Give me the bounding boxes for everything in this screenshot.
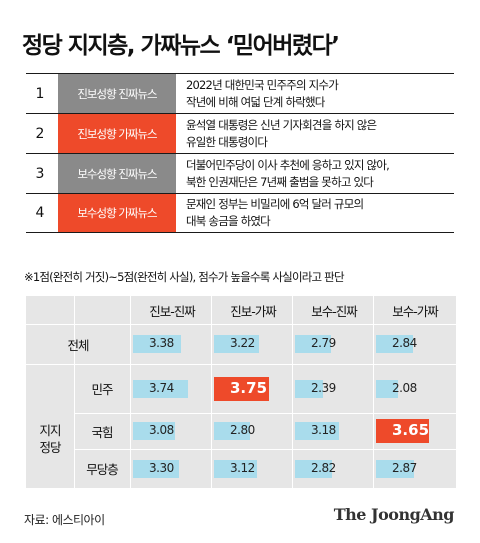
value-label: 2.39 [311, 380, 336, 395]
news-statement-line: 더불어민주당이 이사 추천에 응하고 있지 않아, [186, 157, 390, 172]
news-item: 4 보수성향 가짜뉴스 문재인 정부는 비밀리에 6억 달러 규모의 대북 송금을 하… [26, 193, 454, 233]
value-bar [133, 379, 189, 398]
news-tag-label: 보수성향 가짜뉴스 [58, 194, 176, 232]
value-label: 2.80 [230, 423, 255, 437]
row-divider [74, 449, 456, 450]
row-label: 전체 [67, 337, 89, 353]
news-statement-line: 문재인 정부는 비밀리에 6억 달러 규모의 [186, 197, 364, 211]
row-divider [74, 413, 456, 414]
value-bar [133, 422, 175, 440]
news-statement-line: 2022년 대한민국 민주주의 지수가 [186, 77, 339, 92]
chart-title: 정당 지지층, 가짜뉴스 ‘믿어버렸다’ [22, 33, 340, 59]
row-label: 국힘 [91, 424, 113, 440]
value-bar [295, 422, 339, 440]
news-statement-line: 북한 인권재단은 7년째 출범을 못하고 있다 [186, 174, 374, 189]
value-bar-highlight [376, 419, 430, 443]
column-divider [373, 296, 374, 488]
row-divider [26, 324, 456, 325]
value-bar [214, 335, 259, 353]
value-bar [214, 422, 251, 440]
brand-logo: The JoongAng [333, 505, 455, 524]
value-label: 3.30 [149, 460, 174, 475]
column-divider [130, 296, 131, 488]
news-number: 4 [35, 205, 45, 221]
value-bar [295, 379, 324, 398]
news-item: 2 진보성향 가짜뉴스 윤석열 대통령은 신년 기자회견을 하지 않은 유일한 대통령… [26, 113, 454, 153]
column-header: 보수-가짜 [392, 303, 439, 319]
value-label: 2.08 [392, 380, 417, 395]
value-label: 3.22 [230, 336, 255, 350]
value-label: 3.74 [149, 380, 174, 395]
news-statement-line: 유일한 대통령이다 [186, 134, 268, 149]
scale-note: ※1점(완전히 거짓)~5점(완전히 사실), 점수가 높을수록 사실이라고 판… [24, 270, 345, 284]
value-label: 3.08 [149, 423, 174, 437]
value-label: 2.79 [311, 336, 336, 350]
value-label: 2.84 [392, 336, 417, 350]
group-label-party: 지지 정당 [39, 423, 61, 455]
value-bar-highlight [214, 376, 270, 401]
column-divider [74, 296, 75, 488]
news-number: 3 [35, 165, 45, 182]
column-header: 진보-진짜 [149, 303, 196, 319]
value-label: 3.38 [149, 336, 174, 350]
value-bar [133, 335, 181, 353]
column-divider [211, 296, 212, 488]
value-label: 3.75 [230, 378, 268, 397]
news-number: 1 [35, 85, 45, 102]
value-bar [295, 335, 332, 353]
source-note: 자료: 에스티아이 [24, 513, 105, 527]
news-statement: 더불어민주당이 이사 추천에 응하고 있지 않아, 북한 인권재단은 7년째 출범… [176, 157, 454, 191]
value-bar [133, 459, 180, 478]
column-header: 보수-진짜 [311, 303, 358, 319]
news-statement-line: 윤석열 대통령은 신년 기자회견을 하지 않은 [186, 117, 377, 132]
value-label: 3.12 [230, 460, 255, 475]
row-label: 민주 [91, 382, 113, 397]
news-tag-label: 진보성향 진짜뉴스 [58, 74, 176, 113]
value-bar [214, 459, 257, 478]
value-label: 2.87 [392, 460, 417, 475]
row-label: 무당층 [86, 462, 119, 477]
news-item: 1 진보성향 진짜뉴스 2022년 대한민국 민주주의 지수가 작년에 비해 여덟 단… [26, 73, 454, 113]
news-number: 2 [35, 125, 45, 142]
value-label: 3.18 [311, 423, 336, 437]
value-label: 2.82 [311, 460, 336, 475]
value-bar [376, 335, 414, 353]
column-header: 진보-가짜 [230, 303, 277, 319]
column-divider [292, 296, 293, 488]
row-divider [26, 364, 456, 365]
news-tag-label: 보수성향 진짜뉴스 [58, 154, 176, 193]
news-tag-label: 진보성향 가짜뉴스 [58, 114, 176, 153]
value-bar [295, 459, 332, 478]
news-list: 1 진보성향 진짜뉴스 2022년 대한민국 민주주의 지수가 작년에 비해 여덟 단… [26, 73, 454, 233]
news-statement-line: 작년에 비해 여덟 단계 하락했다 [186, 94, 325, 109]
value-bar [376, 459, 414, 478]
news-statement-line: 대북 송금을 하였다 [186, 214, 271, 228]
value-label: 3.65 [392, 421, 430, 439]
news-item: 3 보수성향 진짜뉴스 더불어민주당이 이사 추천에 응하고 있지 않아, 북한 인권… [26, 153, 454, 193]
value-bar [376, 379, 398, 398]
